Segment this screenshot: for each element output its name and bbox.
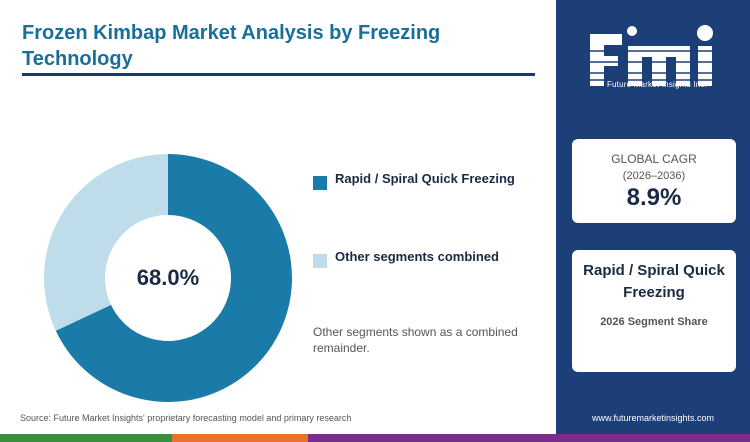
fmi-logo-stripes	[584, 50, 724, 81]
website-url[interactable]: www.futuremarketinsights.com	[591, 413, 715, 423]
legend-label-rapid-spiral: Rapid / Spiral Quick Freezing	[335, 171, 515, 186]
title-underline	[22, 73, 535, 76]
source-note: Source: Future Market Insights' propriet…	[20, 413, 352, 423]
donut-chart: 68.0%	[42, 152, 294, 404]
bottom-color-bar	[0, 434, 750, 442]
legend-label-other-segments: Other segments combined	[335, 249, 499, 264]
fmi-logo-letters	[590, 25, 713, 86]
chart-title: Frozen Kimbap Market Analysis by Freezin…	[22, 22, 441, 70]
fmi-logo	[584, 25, 724, 86]
legend-swatch-rapid-spiral	[313, 176, 327, 190]
cagr-value: 8.9%	[626, 184, 682, 211]
cagr-card: GLOBAL CAGR (2026–2036) 8.9%	[572, 139, 736, 223]
legend-swatch-other-segments	[313, 254, 327, 268]
legend-item-rapid-spiral: Rapid / Spiral Quick Freezing	[313, 170, 525, 190]
logo-tagline: Future Market Insights Inc.	[606, 80, 708, 89]
chart-note: Other segments shown as a combined remai…	[313, 325, 518, 355]
chart-panel: Frozen Kimbap Market Analysis by Freezin…	[20, 22, 535, 423]
bottom-bar-purple	[308, 434, 750, 442]
donut-center-label: 68.0%	[136, 265, 200, 290]
segment-subtitle: 2026 Segment Share	[600, 316, 708, 328]
donut-slice-other-segments	[44, 154, 168, 331]
bottom-bar-green	[0, 434, 172, 442]
bottom-bar-orange	[172, 434, 308, 442]
cagr-period: (2026–2036)	[622, 170, 686, 182]
donut-svg	[44, 154, 292, 402]
cagr-title: GLOBAL CAGR	[611, 152, 697, 166]
segment-card: Rapid / Spiral Quick Freezing 2026 Segme…	[572, 250, 736, 372]
legend-item-other-segments: Other segments combined	[313, 248, 525, 268]
segment-name: Rapid / Spiral Quick Freezing	[583, 262, 725, 301]
donut-slice-rapid-spiral	[55, 154, 292, 402]
